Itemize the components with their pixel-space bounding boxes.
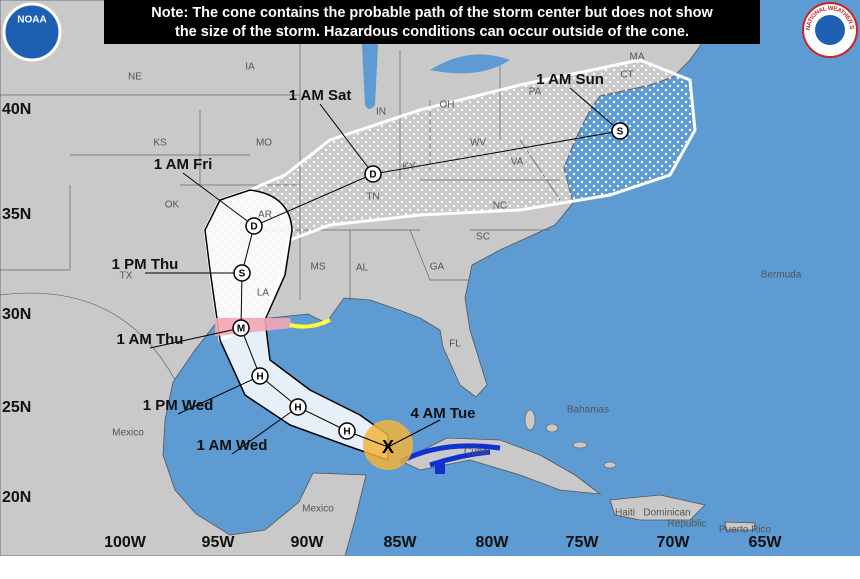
forecast-time: 1 AM Wed	[197, 437, 268, 454]
cuba	[400, 437, 602, 495]
region-label: NC	[493, 201, 507, 212]
current-time: 4 AM Tue	[410, 405, 475, 422]
forecast-time: 1 AM Fri	[154, 156, 213, 173]
leader-line	[319, 103, 374, 175]
region-label: IN	[376, 107, 386, 118]
latitude-label: 35N	[2, 206, 31, 223]
footer	[0, 556, 860, 574]
latitude-label: 40N	[2, 101, 31, 118]
forecast-marker	[251, 367, 269, 385]
current-symbol: X	[382, 437, 394, 457]
forecast-marker	[611, 122, 629, 140]
notice: the size of the storm. Hazardous conditi…	[175, 24, 689, 40]
forecast-symbol: S	[239, 269, 246, 280]
region-label: GA	[430, 262, 445, 273]
cuba-warning-block	[435, 462, 445, 474]
longitude-label: 95W	[202, 534, 236, 551]
region-label: IA	[245, 62, 255, 73]
region-label: TN	[366, 192, 379, 203]
region-label: NE	[128, 72, 142, 83]
latitude-label: 25N	[2, 399, 31, 416]
region-label: LA	[257, 288, 270, 299]
forecast-symbol: H	[294, 403, 301, 414]
wind-field	[363, 420, 413, 470]
forecast-symbol: S	[617, 127, 624, 138]
region-label: WV	[470, 138, 486, 149]
region-label: OH	[440, 100, 455, 111]
longitude-label: 80W	[476, 534, 510, 551]
forecast-marker	[364, 165, 382, 183]
great-lakes	[362, 28, 540, 110]
forecast-marker	[233, 264, 251, 282]
forecast-time: 1 AM Thu	[117, 331, 184, 348]
region-label: Dominican	[643, 508, 690, 519]
region-label: SC	[476, 232, 490, 243]
forecast-time: 1 AM Sun	[536, 71, 604, 88]
bahamas	[524, 409, 617, 469]
region-label: VA	[511, 157, 524, 168]
region-label: Mexico	[112, 428, 144, 439]
region-label: Bermuda	[761, 270, 802, 281]
region-label: OK	[165, 200, 180, 211]
leader-line	[569, 87, 621, 132]
region-label: Republic	[668, 519, 707, 530]
forecast-marker	[245, 217, 263, 235]
forecast-marker	[232, 319, 250, 337]
forecast-symbol: H	[256, 372, 263, 383]
longitude-label: 90W	[291, 534, 325, 551]
forecast-marker	[338, 422, 356, 440]
nws-logo-inner	[815, 15, 845, 45]
forecast-time: 1 PM Wed	[143, 397, 214, 414]
region-label: AR	[258, 210, 272, 221]
longitude-label: 65W	[749, 534, 783, 551]
leader-line	[182, 172, 255, 227]
region-label: AL	[356, 263, 369, 274]
latitude-label: 20N	[2, 489, 31, 506]
region-label: MS	[311, 262, 326, 273]
leader-line	[177, 375, 261, 415]
forecast-time: 1 PM Thu	[112, 256, 179, 273]
region-label: TX	[120, 271, 133, 282]
region-label: Cuba	[464, 447, 488, 458]
region-label: KS	[153, 138, 167, 149]
puerto-rico	[724, 521, 756, 531]
forecast-marker	[289, 398, 307, 416]
forecast-symbol: D	[369, 170, 376, 181]
region-label: CT	[620, 70, 633, 81]
forecast-symbol: M	[237, 324, 245, 335]
region-label: MA	[630, 52, 645, 63]
leader-line	[387, 419, 441, 448]
longitude-label: 75W	[566, 534, 600, 551]
region-label: FL	[449, 339, 461, 350]
hispaniola	[609, 494, 706, 521]
leader-line	[149, 327, 242, 349]
longitude-label: 100W	[104, 534, 147, 551]
forecast-symbol: D	[250, 222, 257, 233]
region-label: KY	[402, 162, 416, 173]
noaa-logo-text: NOAA	[17, 15, 46, 26]
noaa-logo	[2, 2, 62, 62]
region-label: Puerto Rico	[719, 525, 772, 536]
region-label: PA	[529, 87, 542, 98]
watch-coast	[289, 318, 331, 329]
notice: Note: The cone contains the probable pat…	[151, 5, 713, 21]
longitude-label: 85W	[384, 534, 418, 551]
region-label: Mexico	[302, 504, 334, 515]
region-label: Bahamas	[567, 405, 609, 416]
region-label: Haiti	[615, 508, 635, 519]
region-label: MO	[256, 138, 272, 149]
longitude-label: 70W	[657, 534, 691, 551]
forecast-time: 1 AM Sat	[289, 87, 352, 104]
forecast-symbol: H	[343, 427, 350, 438]
cone-inner	[204, 189, 389, 462]
latitude-label: 30N	[2, 306, 31, 323]
notice-banner	[104, 0, 760, 44]
leader-line	[231, 406, 299, 455]
